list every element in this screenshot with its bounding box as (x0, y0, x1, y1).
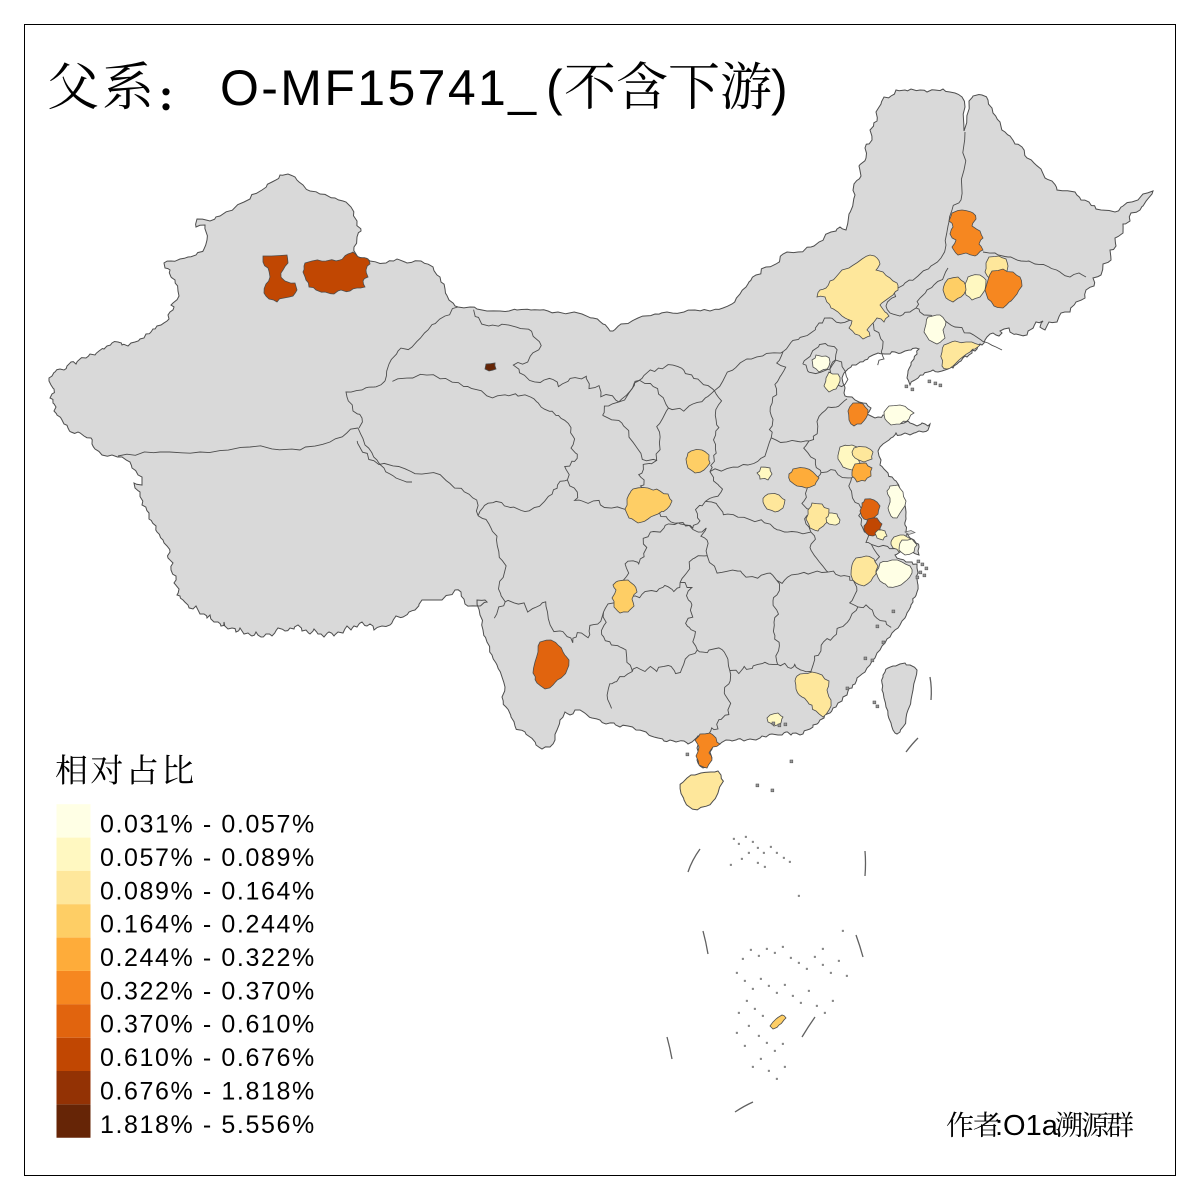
svg-text:O-MF15741_: O-MF15741_ (220, 60, 537, 116)
svg-text:0.089% - 0.164%: 0.089% - 0.164% (100, 877, 316, 905)
svg-text:0.676% - 1.818%: 0.676% - 1.818% (100, 1077, 316, 1105)
svg-text:): ) (771, 60, 788, 116)
svg-text:0.370% - 0.610%: 0.370% - 0.610% (100, 1011, 316, 1039)
svg-text:(: ( (546, 60, 563, 116)
svg-text:0.164% - 0.244%: 0.164% - 0.244% (100, 911, 316, 939)
svg-text:0.322% - 0.370%: 0.322% - 0.370% (100, 977, 316, 1005)
svg-text:0.244% - 0.322%: 0.244% - 0.322% (100, 944, 316, 972)
svg-text:0.031% - 0.057%: 0.031% - 0.057% (100, 811, 316, 839)
svg-text:1.818% - 5.556%: 1.818% - 5.556% (100, 1111, 316, 1139)
svg-text::O1a: :O1a (995, 1110, 1059, 1142)
svg-text:0.057% - 0.089%: 0.057% - 0.089% (100, 844, 316, 872)
svg-text:0.610% - 0.676%: 0.610% - 0.676% (100, 1044, 316, 1072)
